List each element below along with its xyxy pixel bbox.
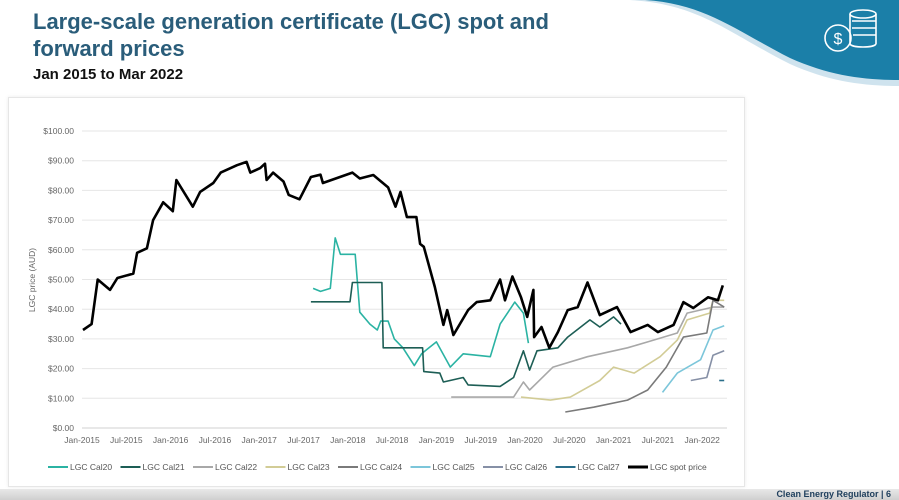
- legend-label: LGC Cal21: [143, 462, 185, 472]
- legend-item: LGC Cal25: [410, 462, 475, 472]
- x-tick-label: Jul-2019: [464, 435, 497, 445]
- slide-title: Large-scale generation certificate (LGC)…: [33, 9, 549, 61]
- x-tick-label: Jul-2018: [376, 435, 409, 445]
- y-tick-label: $40.00: [48, 304, 74, 314]
- y-tick-label: $50.00: [48, 275, 74, 285]
- series-line-lgc-cal21: [310, 281, 622, 388]
- x-tick-label: Jul-2017: [287, 435, 320, 445]
- series-line-lgc-cal22: [451, 306, 725, 398]
- wave-blue: [645, 0, 899, 80]
- legend-item: LGC Cal23: [265, 462, 330, 472]
- legend-item: LGC Cal21: [120, 462, 185, 472]
- series-line-lgc-cal26: [690, 350, 725, 382]
- legend-label: LGC Cal22: [215, 462, 257, 472]
- series-line-lgc-cal25: [661, 325, 725, 393]
- slide-subtitle: Jan 2015 to Mar 2022: [33, 66, 184, 83]
- x-tick-label: Jan-2018: [330, 435, 366, 445]
- legend-item: LGC Cal22: [193, 462, 257, 472]
- x-tick-label: Jan-2016: [153, 435, 189, 445]
- x-tick-label: Jan-2019: [419, 435, 455, 445]
- y-tick-label: $100.00: [43, 126, 74, 136]
- legend-label: LGC spot price: [650, 462, 707, 472]
- x-tick-label: Jan-2022: [684, 435, 720, 445]
- x-tick-label: Jan-2020: [507, 435, 543, 445]
- footer-text: Clean Energy Regulator | 6: [776, 489, 891, 499]
- series-line-lgc-cal20: [312, 237, 530, 368]
- x-tick-label: Jul-2020: [553, 435, 586, 445]
- x-tick-label: Jan-2015: [64, 435, 100, 445]
- series-line-lgc-cal24: [565, 299, 725, 413]
- y-tick-label: $20.00: [48, 364, 74, 374]
- y-tick-label: $90.00: [48, 156, 74, 166]
- x-tick-label: Jan-2021: [596, 435, 632, 445]
- x-tick-label: Jul-2021: [642, 435, 675, 445]
- x-tick-label: Jan-2017: [241, 435, 277, 445]
- legend-item: LGC Cal27: [555, 462, 620, 472]
- footer-bar: [0, 489, 899, 500]
- y-tick-label: $80.00: [48, 185, 74, 195]
- legend-label: LGC Cal25: [433, 462, 475, 472]
- y-tick-label: $60.00: [48, 245, 74, 255]
- svg-text:$: $: [834, 31, 843, 48]
- y-tick-label: $70.00: [48, 215, 74, 225]
- legend-label: LGC Cal24: [360, 462, 402, 472]
- y-axis-title: LGC price (AUD): [27, 248, 37, 312]
- legend-item: LGC Cal24: [338, 462, 402, 472]
- chart-panel: [8, 97, 745, 487]
- legend-label: LGC Cal23: [288, 462, 330, 472]
- y-tick-label: $0.00: [53, 423, 75, 433]
- y-tick-label: $30.00: [48, 334, 74, 344]
- legend-item: LGC Cal20: [48, 462, 112, 472]
- x-tick-label: Jul-2015: [110, 435, 143, 445]
- series-line-lgc-spot-price: [82, 160, 725, 350]
- legend-item: LGC spot price: [628, 462, 707, 472]
- legend-item: LGC Cal26: [483, 462, 547, 472]
- x-tick-label: Jul-2016: [199, 435, 232, 445]
- legend-label: LGC Cal20: [70, 462, 112, 472]
- y-tick-label: $10.00: [48, 393, 74, 403]
- legend-label: LGC Cal26: [505, 462, 547, 472]
- legend-label: LGC Cal27: [578, 462, 620, 472]
- dollar-coins-icon: $: [824, 9, 877, 52]
